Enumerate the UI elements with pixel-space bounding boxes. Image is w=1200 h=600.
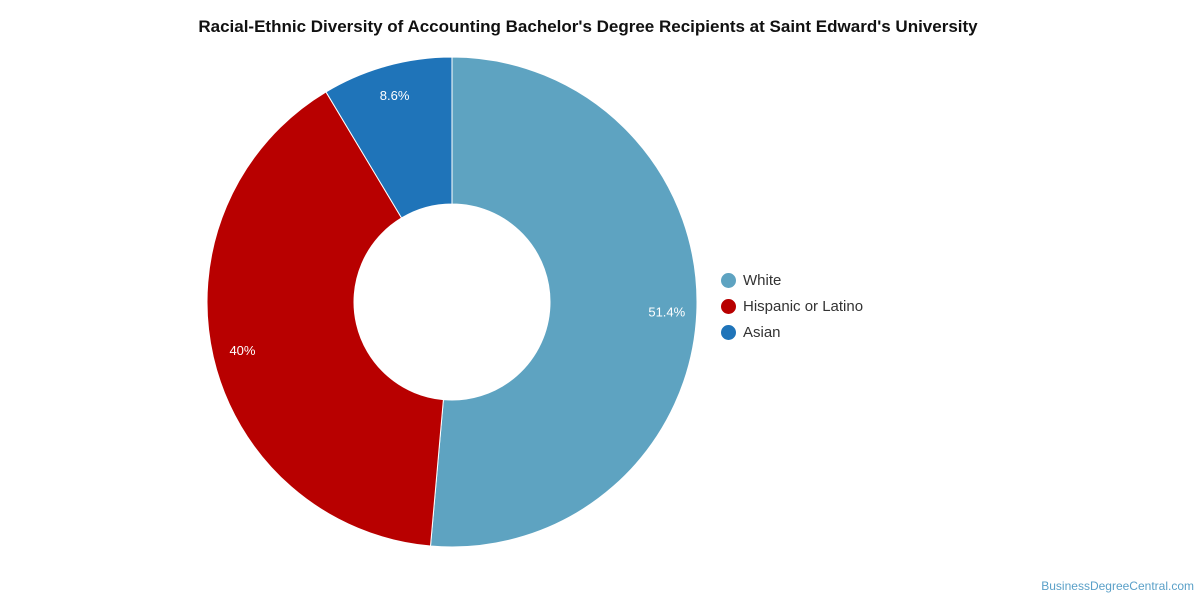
legend-label: Asian (743, 323, 781, 341)
legend-swatch (721, 298, 736, 314)
slice-white[interactable] (429, 56, 698, 548)
legend-label: Hispanic or Latino (743, 297, 864, 315)
chart-title: Racial-Ethnic Diversity of Accounting Ba… (198, 17, 978, 36)
slice-label-asian: 8.6% (380, 88, 410, 103)
slice-label-white: 51.4% (648, 304, 685, 319)
legend-swatch (721, 272, 736, 288)
legend-item-white[interactable]: White (721, 267, 863, 293)
legend-swatch (721, 324, 736, 340)
watermark[interactable]: BusinessDegreeCentral.com (1041, 579, 1194, 593)
slice-label-hispanic-or-latino: 40% (229, 343, 255, 358)
legend-item-hispanic-or-latino[interactable]: Hispanic or Latino (721, 293, 863, 319)
slice-asian[interactable] (325, 56, 453, 219)
legend-label: White (743, 271, 782, 289)
legend-item-asian[interactable]: Asian (721, 319, 863, 345)
slice-hispanic-or-latino[interactable] (206, 91, 444, 547)
legend: White Hispanic or Latino Asian (721, 267, 863, 345)
